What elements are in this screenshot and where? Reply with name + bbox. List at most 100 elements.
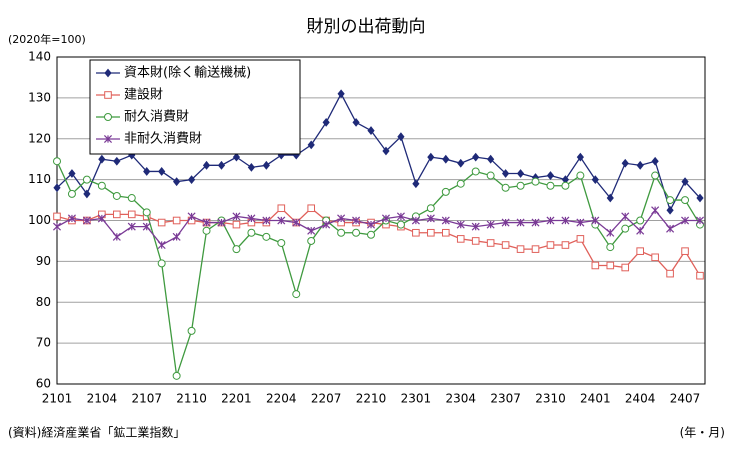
marker xyxy=(232,152,241,162)
marker xyxy=(561,241,570,249)
marker xyxy=(322,220,331,229)
marker xyxy=(112,191,121,200)
legend-label: 耐久消費財 xyxy=(124,110,189,125)
marker xyxy=(651,156,659,166)
marker xyxy=(576,171,585,180)
marker xyxy=(486,239,495,247)
marker xyxy=(158,167,166,176)
marker xyxy=(277,204,286,213)
marker xyxy=(53,183,61,193)
marker xyxy=(621,263,630,272)
marker xyxy=(426,204,435,213)
y-tick-label: 130 xyxy=(28,90,51,104)
marker xyxy=(666,196,675,205)
marker xyxy=(127,222,136,231)
marker xyxy=(128,150,136,160)
y-tick-label: 120 xyxy=(28,131,51,145)
marker xyxy=(442,154,450,164)
x-tick-label: 2310 xyxy=(535,392,566,406)
marker xyxy=(202,226,211,235)
marker xyxy=(367,126,375,135)
marker xyxy=(157,241,166,250)
marker xyxy=(666,269,674,278)
marker xyxy=(441,187,450,196)
marker xyxy=(546,181,555,190)
marker xyxy=(546,241,555,249)
unit-label: (2020年=100) xyxy=(8,32,86,46)
marker xyxy=(98,154,106,164)
marker xyxy=(531,177,540,186)
marker xyxy=(292,150,300,160)
marker xyxy=(681,196,690,205)
marker xyxy=(621,212,630,221)
marker xyxy=(411,216,420,225)
marker xyxy=(157,259,166,268)
marker xyxy=(337,89,345,99)
marker xyxy=(486,171,495,180)
marker xyxy=(531,218,540,227)
x-tick-label: 2407 xyxy=(670,392,701,406)
legend-marker xyxy=(104,68,112,78)
marker xyxy=(621,224,630,233)
marker xyxy=(666,224,675,233)
marker xyxy=(337,214,346,223)
marker xyxy=(487,154,495,164)
x-tick-label: 2301 xyxy=(401,392,432,406)
marker xyxy=(516,245,525,253)
marker xyxy=(113,210,121,219)
marker xyxy=(232,212,241,221)
marker xyxy=(83,189,91,199)
marker xyxy=(651,206,660,215)
marker xyxy=(576,218,585,227)
marker xyxy=(695,216,705,225)
marker xyxy=(456,235,465,243)
marker xyxy=(516,218,525,227)
marker xyxy=(456,179,465,188)
legend-marker xyxy=(104,91,112,99)
marker xyxy=(471,237,480,245)
marker xyxy=(52,222,62,231)
marker xyxy=(67,214,76,223)
marker xyxy=(172,232,181,241)
marker xyxy=(157,218,166,227)
x-tick-label: 2307 xyxy=(490,392,521,406)
marker xyxy=(307,226,316,235)
marker xyxy=(397,132,405,142)
x-tick-label: 2201 xyxy=(221,392,252,406)
marker xyxy=(187,212,196,221)
y-tick-label: 70 xyxy=(36,336,51,350)
marker xyxy=(337,228,346,237)
marker xyxy=(277,238,286,247)
legend-label: 資本財(除く輸送機械) xyxy=(124,66,251,81)
marker xyxy=(651,171,660,180)
marker xyxy=(516,169,525,178)
x-tick-label: 2304 xyxy=(445,392,476,406)
marker xyxy=(472,152,480,162)
marker xyxy=(606,193,614,203)
marker xyxy=(561,181,570,190)
marker xyxy=(427,152,435,162)
x-tick-label: 2101 xyxy=(42,392,73,406)
source: (資料)経済産業省「鉱工業指数」 xyxy=(8,425,185,440)
marker xyxy=(142,208,151,217)
marker xyxy=(591,175,599,185)
marker xyxy=(232,245,241,254)
marker xyxy=(696,193,704,203)
marker xyxy=(681,216,690,225)
marker xyxy=(307,140,315,150)
marker xyxy=(202,218,211,227)
marker xyxy=(187,175,196,185)
marker xyxy=(516,181,525,190)
marker xyxy=(441,228,450,237)
marker xyxy=(636,216,645,225)
marker xyxy=(696,271,704,280)
marker xyxy=(441,216,450,225)
x-tick-label: 2404 xyxy=(625,392,656,406)
x-tick-label: 2110 xyxy=(176,392,207,406)
marker xyxy=(262,232,271,241)
marker xyxy=(396,220,405,229)
marker xyxy=(561,216,570,225)
plot-frame xyxy=(56,56,706,385)
marker xyxy=(681,177,689,187)
